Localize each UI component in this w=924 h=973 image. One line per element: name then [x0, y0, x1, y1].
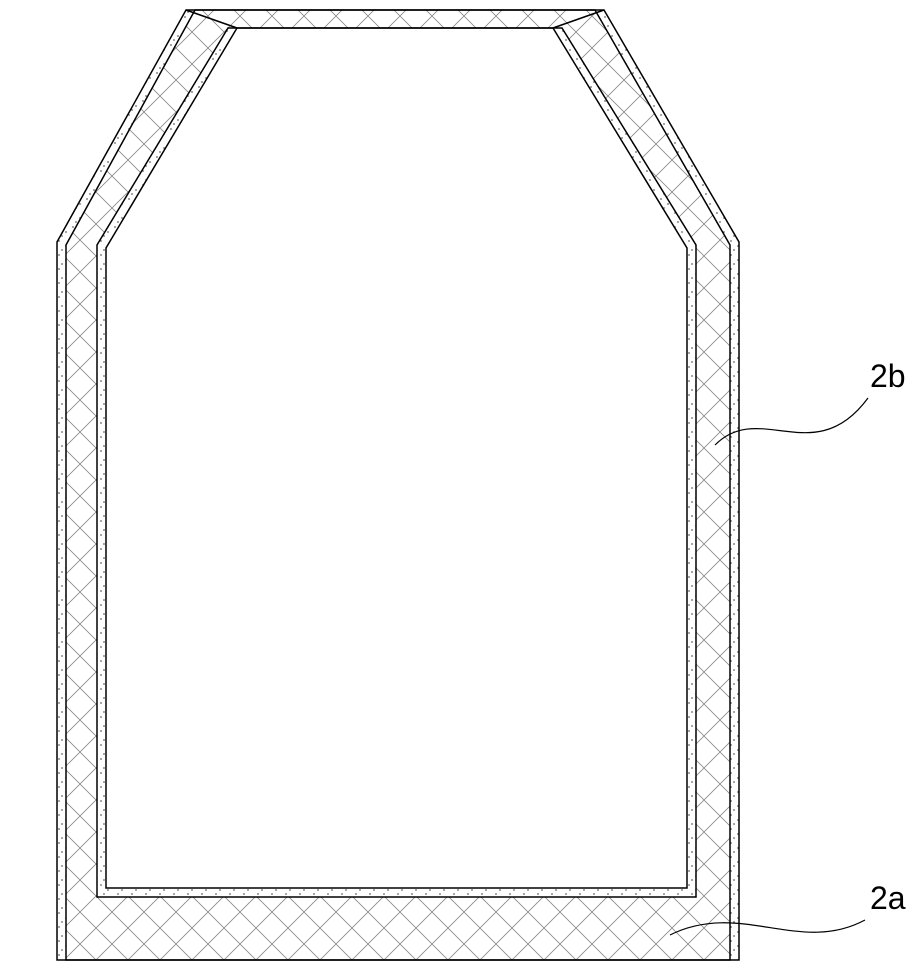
label-2a: 2a: [870, 880, 906, 917]
diagram-container: 2b 2a: [0, 0, 924, 973]
label-2b: 2b: [870, 358, 906, 395]
cross-section-svg: [0, 0, 924, 973]
